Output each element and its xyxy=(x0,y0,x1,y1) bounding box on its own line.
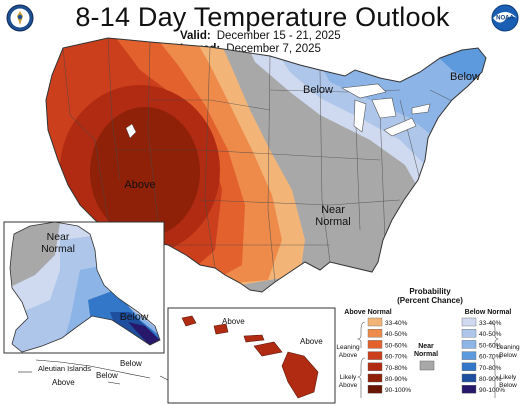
legend-below-label-5: 80-90% xyxy=(479,376,502,383)
legend-below-swatch-2 xyxy=(461,340,477,349)
legend-above-label-4: 70-80% xyxy=(385,365,408,372)
alaska-outline xyxy=(9,221,161,353)
legend-above-swatch-3 xyxy=(367,351,383,360)
hawaii-above-label-2: Above xyxy=(300,337,323,346)
legend-above-label-6: 90-100% xyxy=(385,387,411,394)
commerce-seal-icon xyxy=(6,4,34,32)
great-salt-lake xyxy=(125,123,137,139)
legend-below-swatch-0 xyxy=(461,317,477,327)
legend-below-label-4: 70-80% xyxy=(479,365,502,372)
legend-near-title-2: Normal xyxy=(414,351,438,358)
alaska-below-label: Below xyxy=(120,311,149,323)
legend-below-swatch-5 xyxy=(461,373,477,383)
valid-dates: Valid: December 15 - 21, 2025 xyxy=(180,30,341,42)
aleutian-islands-label: Aleutian Islands xyxy=(38,364,91,373)
legend-leaning-below-2: Below xyxy=(499,352,517,359)
legend-below-swatch-4 xyxy=(461,362,477,371)
legend-brace-likely-above xyxy=(357,357,366,398)
legend-below-rows: 33-40% 40-50% 50-60% 60-70% 70-80% 80-90% 90-1… xyxy=(461,317,505,394)
legend-below-label-2: 50-60% xyxy=(479,342,502,349)
alaska-near-label-2: Normal xyxy=(41,243,75,255)
legend-above-swatch-5 xyxy=(367,373,383,383)
conus-below-northeast-label: Below xyxy=(450,71,480,83)
hawaii-islands xyxy=(181,315,319,399)
legend-title-line1: Probability xyxy=(409,287,451,296)
legend-below-title: Below Normal xyxy=(465,309,512,316)
legend-below-label-3: 60-70% xyxy=(479,354,502,361)
page-title: 8-14 Day Temperature Outlook xyxy=(75,2,450,32)
legend-above-swatch-4 xyxy=(367,362,383,371)
legend-likely-above-1: Likely xyxy=(340,374,357,381)
legend-above-label-0: 33-40% xyxy=(385,320,408,327)
alaska-near-label-1: Near xyxy=(47,231,70,243)
legend-below-swatch-6 xyxy=(461,385,477,394)
conus-below-label: Below xyxy=(303,84,333,96)
aleutian-below-label-1: Below xyxy=(96,371,118,380)
legend: Probability (Percent Chance) Above Norma… xyxy=(336,287,520,398)
legend-above-swatch-1 xyxy=(367,329,383,338)
valid-value: December 15 - 21, 2025 xyxy=(216,30,341,42)
legend-likely-above-2: Above xyxy=(339,382,358,389)
oahu-island xyxy=(213,323,229,335)
conus-near-label-1: Near xyxy=(321,204,345,216)
legend-leaning-above-1: Leaning xyxy=(336,344,360,351)
noaa-logo-text: NOAA xyxy=(496,16,514,22)
maui-island xyxy=(253,341,283,357)
legend-title-line2: (Percent Chance) xyxy=(397,296,463,305)
legend-above-swatch-0 xyxy=(367,317,383,327)
legend-above-label-5: 80-90% xyxy=(385,376,408,383)
kauai-island xyxy=(181,315,197,327)
legend-below-label-1: 40-50% xyxy=(479,331,502,338)
legend-brace-leaning-below xyxy=(490,321,499,348)
conus-near-label-2: Normal xyxy=(315,216,350,228)
legend-leaning-below-1: Leaning xyxy=(496,344,520,351)
legend-below-swatch-3 xyxy=(461,351,477,360)
issued-value: December 7, 2025 xyxy=(226,43,321,55)
conus-above-label: Above xyxy=(124,179,155,191)
legend-above-title: Above Normal xyxy=(344,309,392,316)
noaa-logo-icon: NOAA xyxy=(491,4,519,32)
alaska-near-normal xyxy=(10,222,60,290)
legend-above-swatch-2 xyxy=(367,340,383,349)
legend-below-label-6: 90-100% xyxy=(479,387,505,394)
legend-brace-leaning-above xyxy=(357,321,366,348)
legend-above-label-3: 60-70% xyxy=(385,354,408,361)
aleutian-above-label: Above xyxy=(52,378,75,387)
alaska-below-90-100 xyxy=(128,322,160,346)
legend-near-swatch xyxy=(419,360,435,371)
molokai-island xyxy=(243,334,265,343)
big-island-hawaii xyxy=(281,351,319,399)
aleutian-islands-shapes xyxy=(18,359,169,385)
above-80-90-area xyxy=(90,107,200,237)
hawaii-above-label-1: Above xyxy=(222,317,245,326)
great-lakes xyxy=(341,83,431,137)
legend-below-swatch-1 xyxy=(461,329,477,338)
legend-leaning-above-2: Above xyxy=(339,352,358,359)
legend-likely-below-1: Likely xyxy=(500,374,517,381)
aleutian-below-label-2: Below xyxy=(120,359,142,368)
legend-likely-below-2: Below xyxy=(499,382,517,389)
legend-above-swatch-6 xyxy=(367,385,383,394)
legend-brace-likely-below xyxy=(490,357,499,398)
legend-below-label-0: 33-40% xyxy=(479,320,502,327)
legend-above-label-1: 40-50% xyxy=(385,331,408,338)
valid-label: Valid: xyxy=(180,30,211,42)
legend-near-title-1: Near xyxy=(418,343,434,350)
state-borders xyxy=(62,38,471,283)
legend-above-rows: 33-40% 40-50% 50-60% 60-70% 70-80% 80-90% 90-1… xyxy=(367,317,411,394)
legend-above-label-2: 50-60% xyxy=(385,342,408,349)
